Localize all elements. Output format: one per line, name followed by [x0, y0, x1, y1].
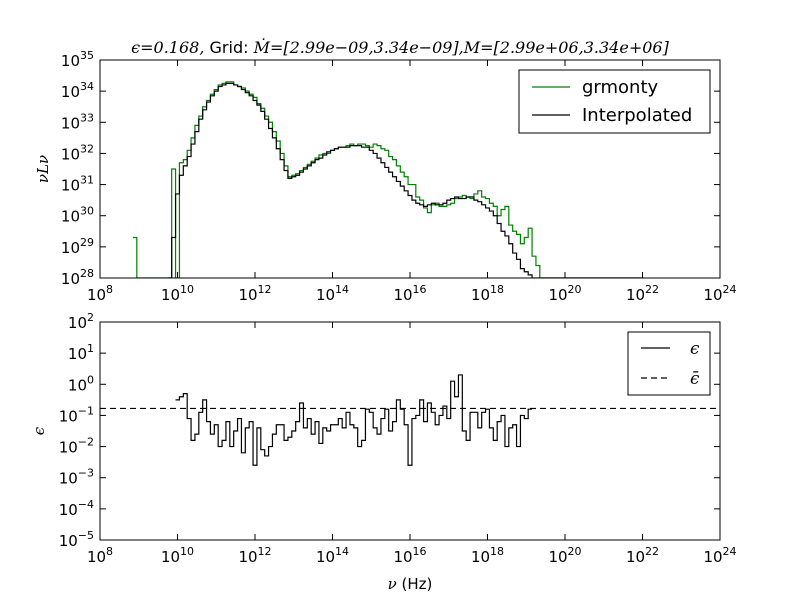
- epsilon-y-ticks: 10−5 10−4 10−3 10−2 10−1 100 101 102: [59, 311, 720, 550]
- epsilon-x-tick-label: 1022: [626, 545, 659, 566]
- spectrum-legend-box: [518, 69, 711, 134]
- figure-title: ϵ=0.168, Grid: Ṁ=[2.99e−09,3.34e−09],M=[…: [131, 37, 669, 57]
- epsilon-y-tick-label: 101: [68, 342, 94, 363]
- title-m: M: [463, 38, 481, 57]
- spectrum-legend: grmonty Interpolated: [518, 69, 711, 134]
- legend-epsilon-label: ϵ: [690, 339, 700, 359]
- spectrum-y-tick-label: 1035: [61, 49, 94, 70]
- spectrum-x-ticks: 108 1010 1012 1014 1016 1018 1020 1022 1024: [87, 60, 737, 304]
- spectrum-x-tick-label: 1018: [471, 283, 504, 304]
- epsilon-y-tick-label: 10−3: [59, 467, 94, 488]
- epsilon-y-tick-label: 10−2: [59, 436, 94, 457]
- interpolated-step-line: [167, 82, 641, 278]
- epsilon-panel: 108 1010 1012 1014 1016 1018 1020 1022 1024 10−5…: [30, 311, 737, 593]
- legend-grmonty-label: grmonty: [582, 77, 659, 98]
- spectrum-series-group: [132, 81, 645, 278]
- x-axis-nu: ν: [388, 575, 397, 593]
- epsilon-x-tick-label: 1016: [393, 545, 426, 566]
- spectrum-y-tick-label: 1029: [61, 236, 94, 257]
- spectrum-x-tick-label: 1010: [161, 283, 194, 304]
- epsilon-y-axis-label: ϵ: [30, 426, 48, 435]
- spectrum-y-axis-label: νLν: [34, 155, 52, 183]
- epsilon-y-tick-label: 100: [68, 373, 94, 394]
- epsilon-x-tick-label: 1020: [548, 545, 581, 566]
- epsilon-y-tick-label: 10−1: [59, 404, 94, 425]
- spectrum-x-tick-label: 1022: [626, 283, 659, 304]
- spectrum-panel: 108 1010 1012 1014 1016 1018 1020 1022 1024 1028…: [34, 49, 737, 304]
- epsilon-series-group: [100, 374, 720, 466]
- epsilon-x-ticks: 108 1010 1012 1014 1016 1018 1020 1022 1024: [87, 322, 737, 566]
- spectrum-x-tick-label: 1020: [548, 283, 581, 304]
- epsilon-y-tick-label: 102: [68, 311, 94, 332]
- epsilon-y-tick-label: 10−5: [59, 529, 94, 550]
- epsilon-x-tick-label: 1018: [471, 545, 504, 566]
- spectrum-y-tick-label: 1031: [61, 174, 94, 195]
- epsilon-x-tick-label: 1010: [161, 545, 194, 566]
- title-mdot: Ṁ: [253, 37, 271, 57]
- epsilon-x-tick-label: 1014: [316, 545, 349, 566]
- spectrum-x-tick-label: 1014: [316, 283, 349, 304]
- title-epsilon: ϵ: [131, 38, 140, 57]
- spectrum-y-tick-label: 1032: [61, 142, 94, 163]
- spectrum-x-tick-label: 1012: [238, 283, 271, 304]
- spectrum-x-tick-label: 1016: [393, 283, 426, 304]
- epsilon-x-tick-label: 1024: [703, 545, 736, 566]
- spectrum-x-tick-label: 108: [87, 283, 113, 304]
- legend-interpolated-label: Interpolated: [582, 105, 692, 126]
- spectrum-y-ticks: 1028 1029 1030 1031 1032 1033 1034 1035: [61, 49, 720, 288]
- title-epsilon-value: =0.168,: [140, 38, 209, 57]
- epsilon-x-tick-label: 1012: [238, 545, 271, 566]
- title-m-range: =[2.99e+06,3.34e+06]: [480, 38, 669, 57]
- epsilon-y-tick-label: 10−4: [59, 498, 94, 519]
- epsilon-x-axis-label: ν (Hz): [388, 575, 433, 593]
- title-grid-label: Grid:: [210, 38, 254, 57]
- epsilon-legend-box: [627, 331, 711, 396]
- spectrum-y-tick-label: 1033: [61, 111, 94, 132]
- spectrum-y-tick-label: 1030: [61, 205, 94, 226]
- epsilon-legend: ϵ ϵ̄: [627, 331, 711, 396]
- epsilon-step-line: [175, 374, 533, 466]
- epsilon-x-tick-label: 108: [87, 545, 113, 566]
- title-mdot-range: =[2.99e−09,3.34e−09],: [270, 38, 464, 57]
- legend-mean-epsilon-label: ϵ̄: [690, 369, 700, 389]
- spectrum-y-tick-label: 1034: [61, 80, 94, 101]
- spectrum-y-tick-label: 1028: [61, 267, 94, 288]
- x-axis-unit: (Hz): [397, 575, 433, 593]
- spectrum-x-tick-label: 1024: [703, 283, 736, 304]
